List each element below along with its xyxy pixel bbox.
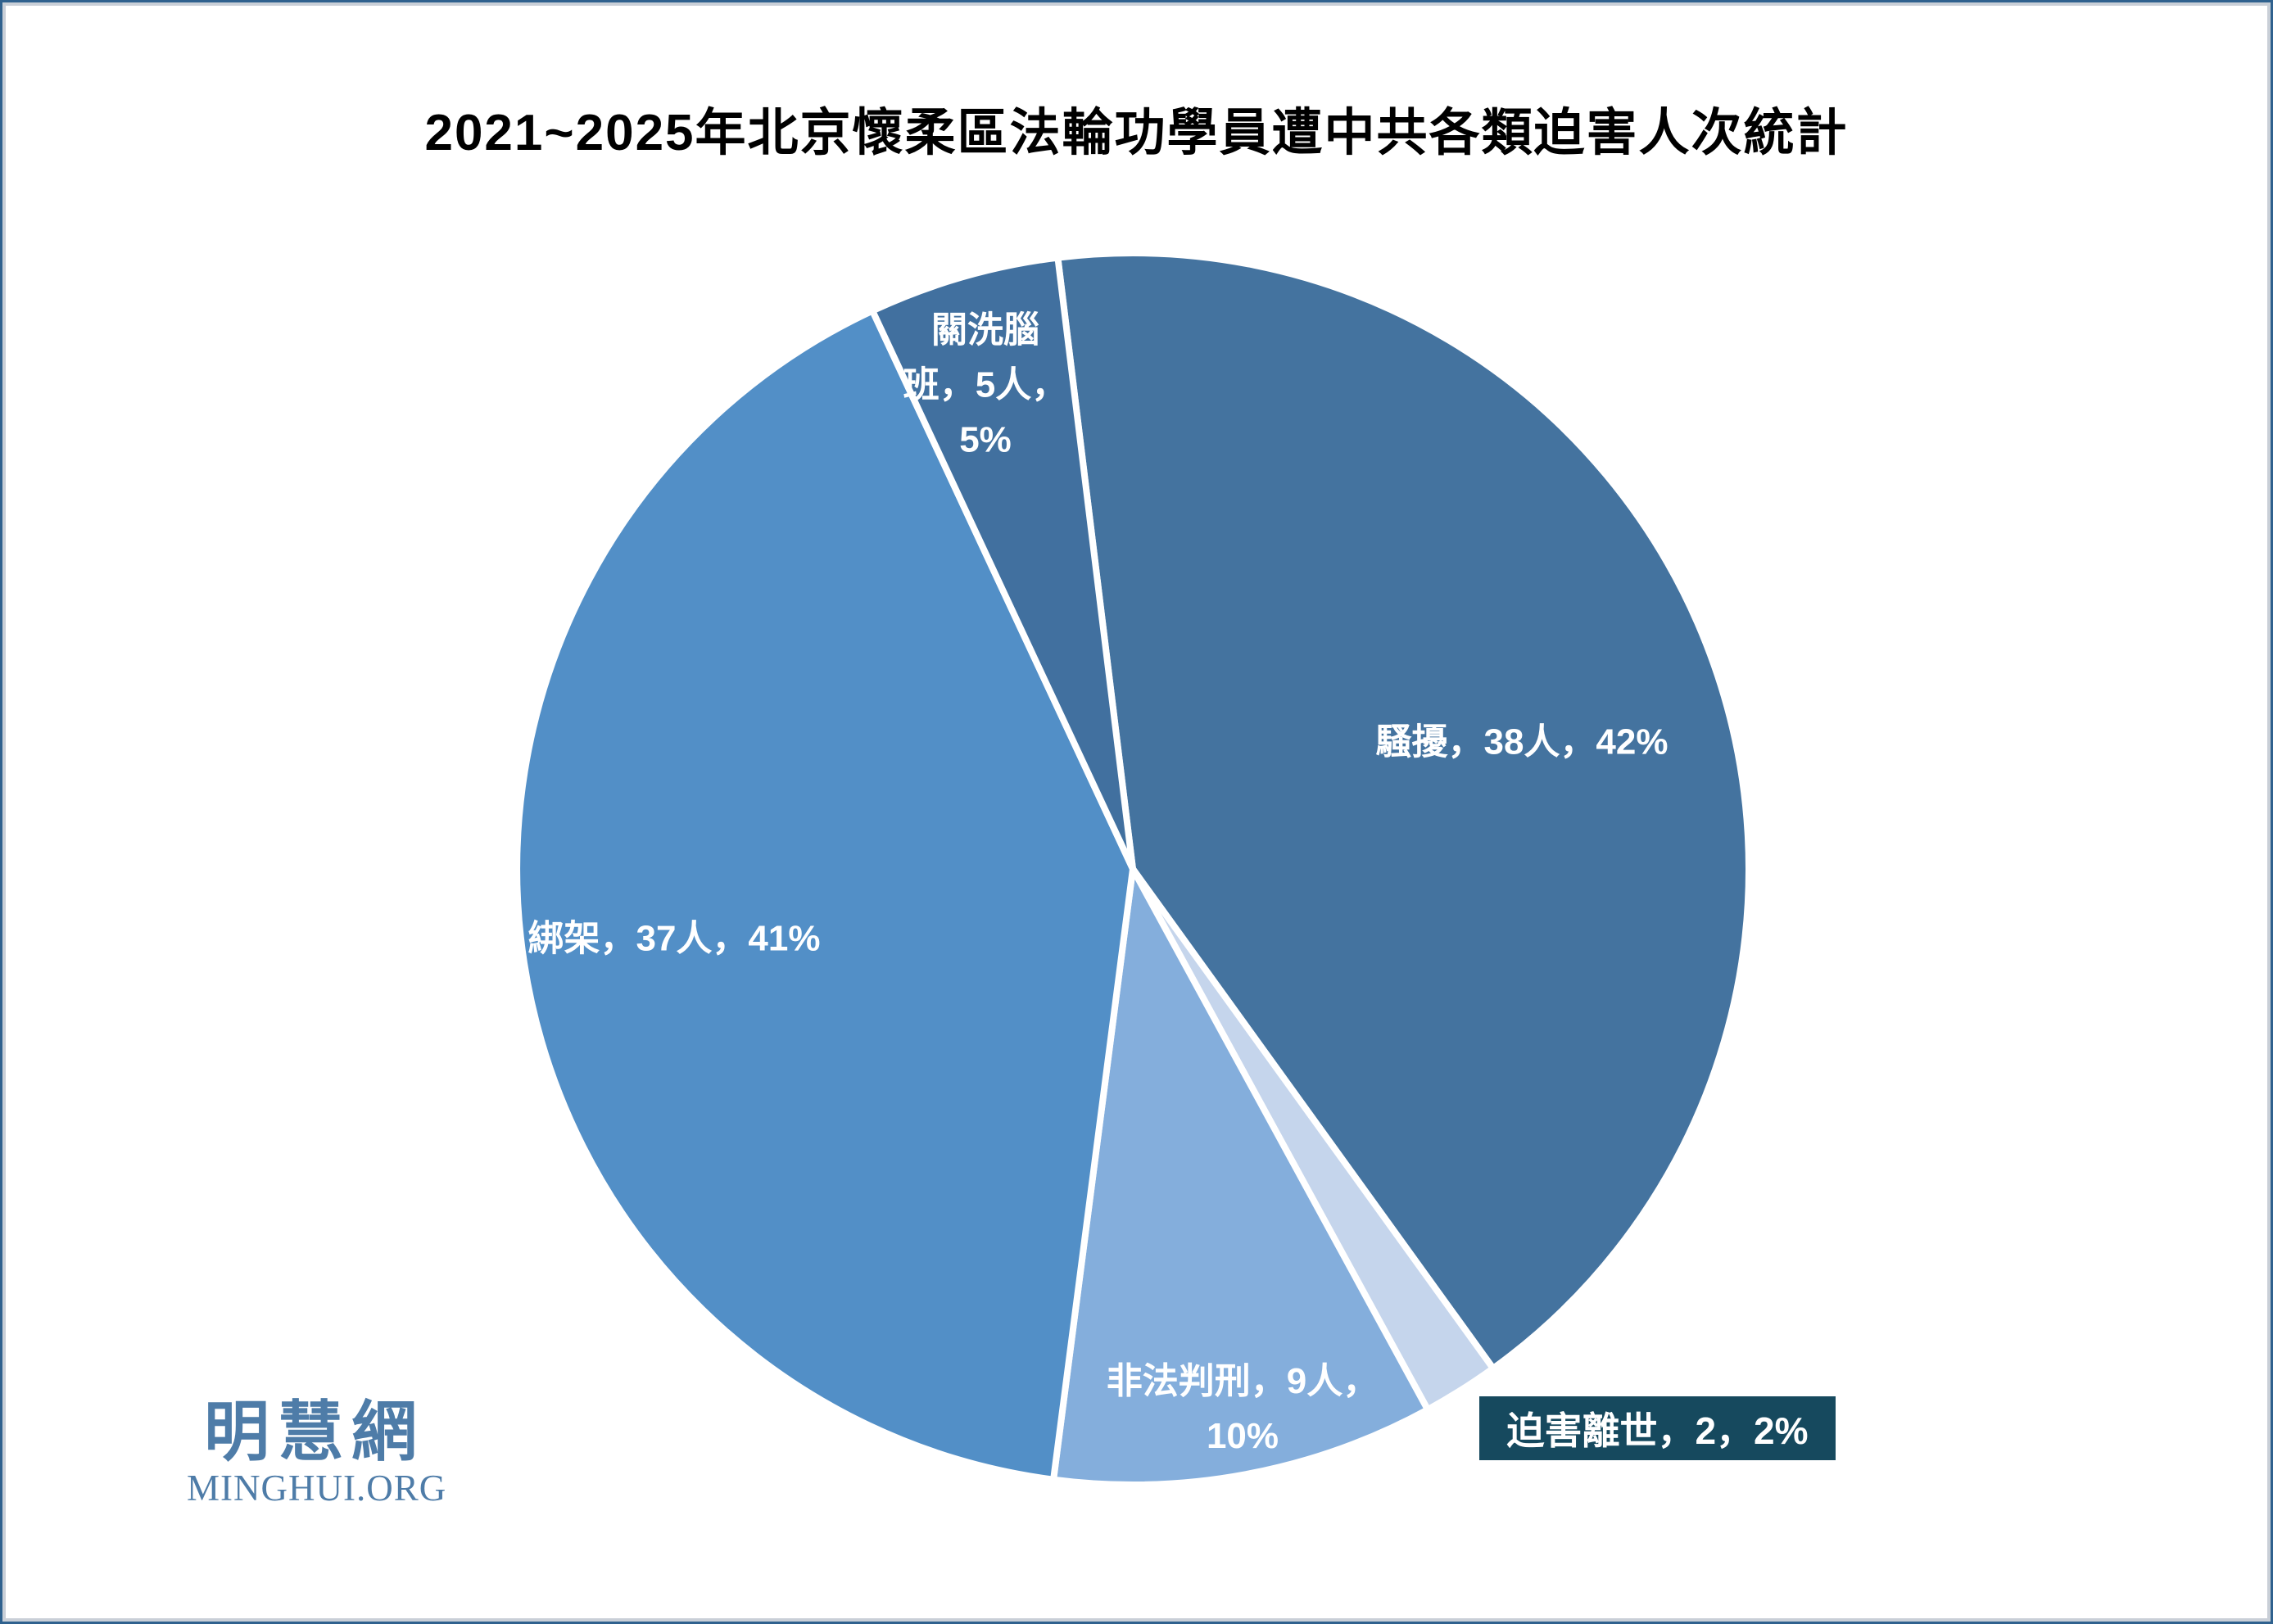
- slice-label-line: 10%: [1206, 1416, 1279, 1456]
- chart-title: 2021~2025年北京懷柔區法輪功學員遭中共各類迫害人次統計: [424, 105, 1849, 161]
- minghui-logo: 明慧網 MINGHUI.ORG: [187, 1395, 447, 1509]
- minghui-logo-latin: MINGHUI.ORG: [187, 1468, 447, 1509]
- pie-slice-3: [1050, 866, 1431, 1488]
- slice-label-death: 迫害離世，2，2%: [1506, 1409, 1809, 1452]
- slice-label-line: 騷擾，38人，42%: [1375, 722, 1669, 762]
- pie-slice-4: [514, 307, 1136, 1483]
- minghui-logo-cjk: 明慧網: [204, 1396, 425, 1468]
- slice-label-line: 5%: [959, 419, 1012, 460]
- pie-slice-1: [1054, 250, 1752, 1372]
- slice-label-line: 非法判刑，9人，: [1106, 1361, 1379, 1401]
- slice-label-harassment: 騷擾，38人，42%: [1375, 715, 1668, 770]
- slice-label-line: 關洗腦: [930, 310, 1039, 351]
- slice-label-abduction: 綁架，37人，41%: [527, 912, 820, 966]
- slice-label-line: 班，5人，: [903, 364, 1068, 405]
- slice-label-brainwashing-class: 關洗腦 班，5人， 5%: [903, 303, 1067, 468]
- death-label-box: 迫害離世，2，2%: [1479, 1396, 1836, 1460]
- slice-label-line: 綁架，37人，41%: [527, 918, 821, 959]
- slice-label-illegal-sentencing: 非法判刑，9人， 10%: [1107, 1354, 1379, 1463]
- pie-slice-5: [869, 254, 1136, 872]
